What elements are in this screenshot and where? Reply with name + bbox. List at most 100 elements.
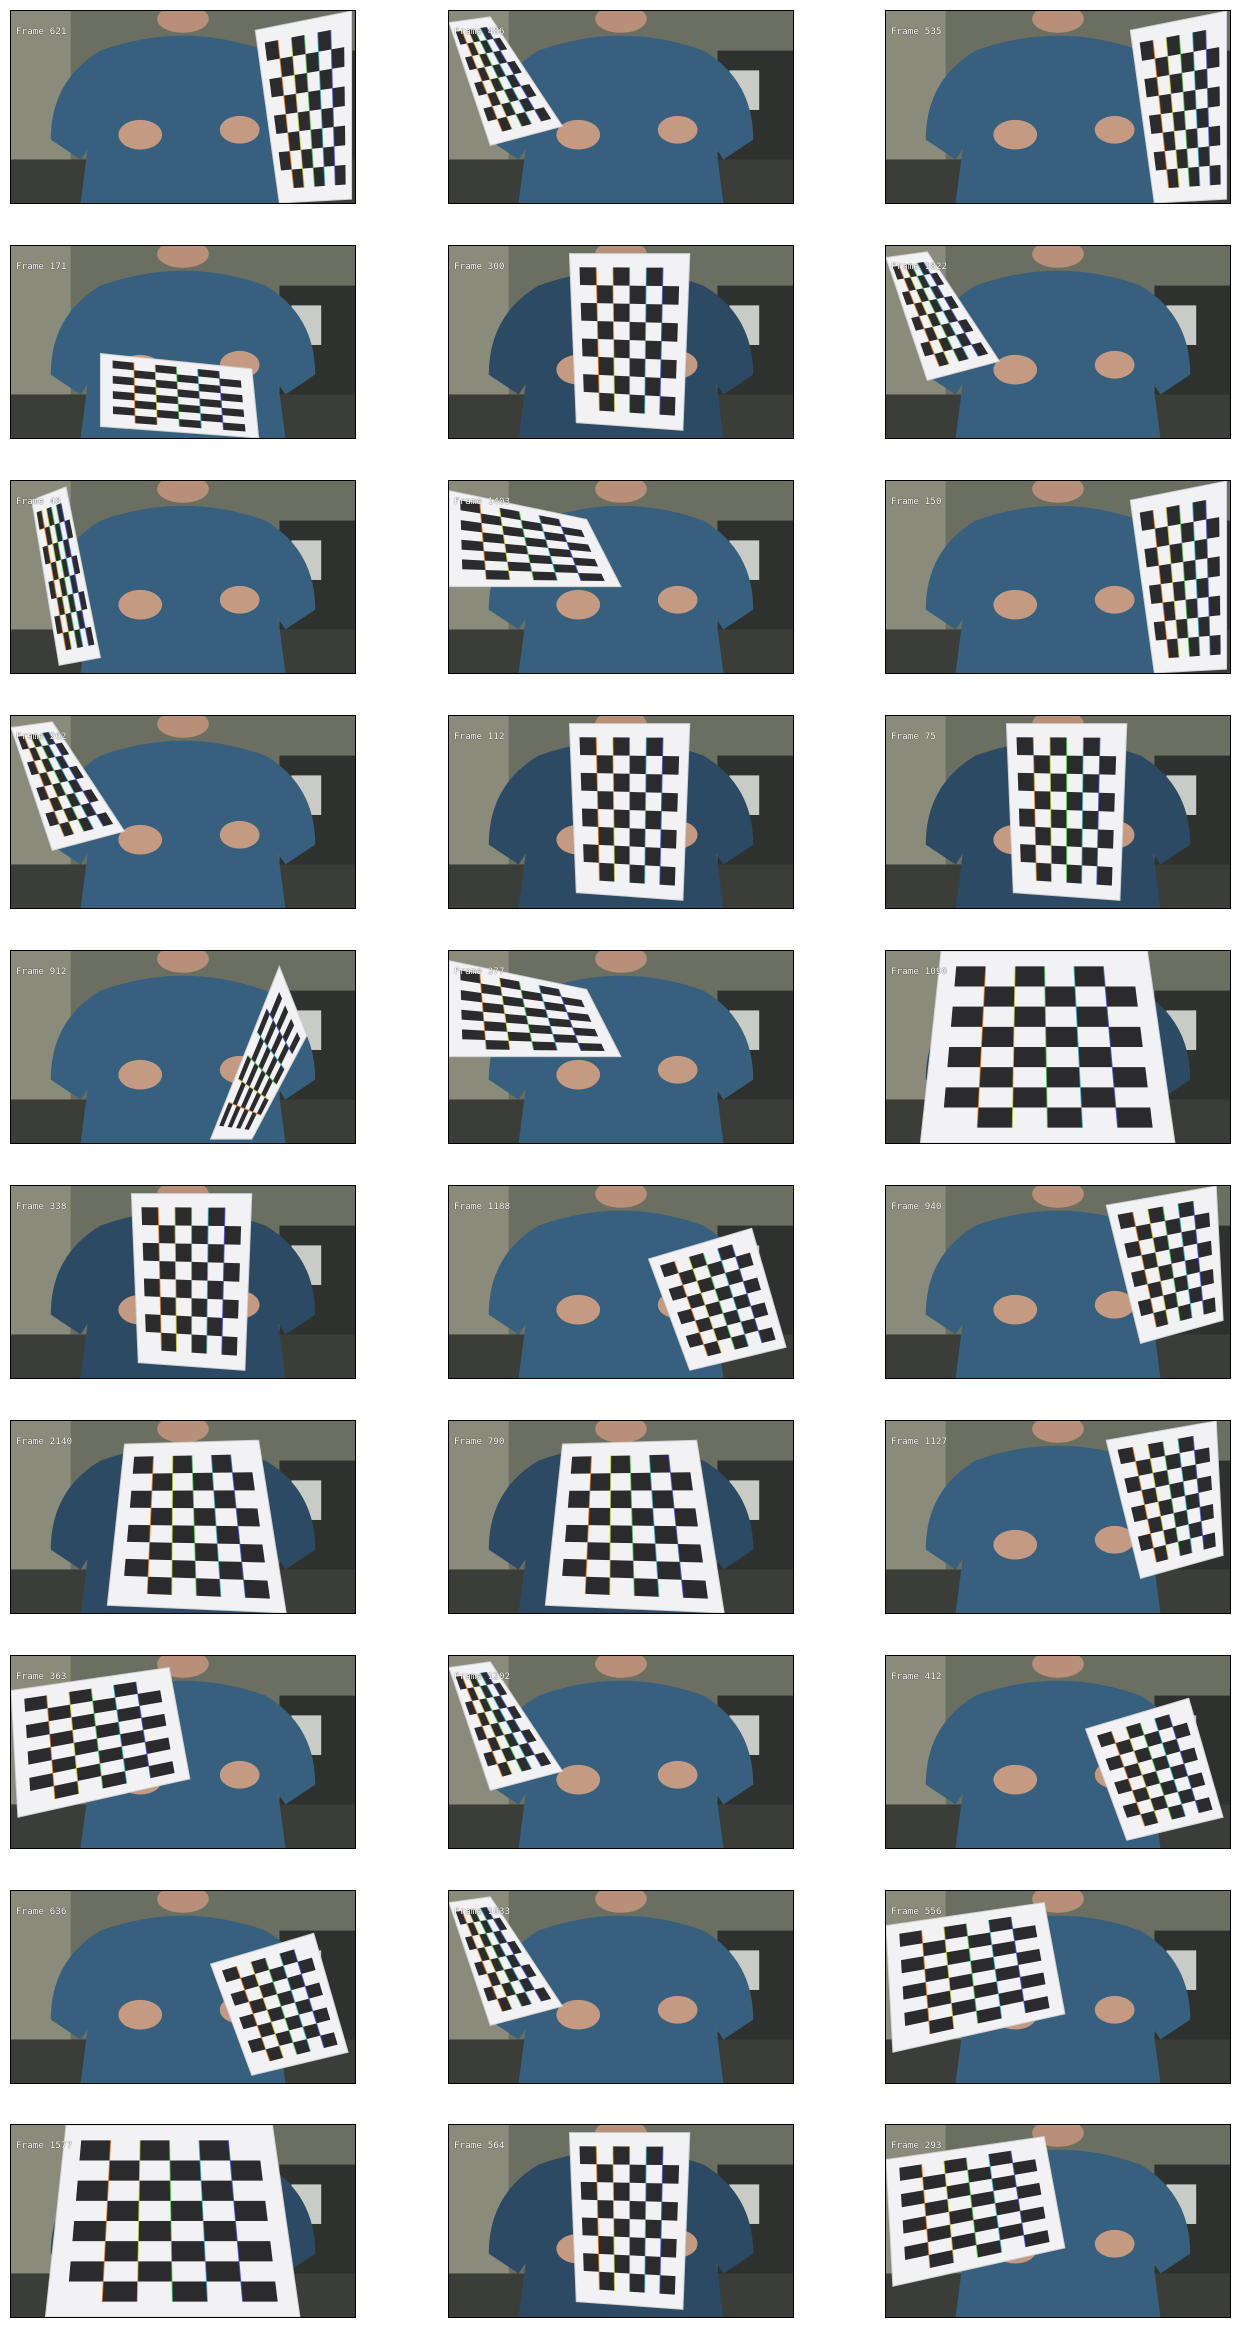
board-square [579,2146,597,2165]
board-square [1144,1730,1163,1748]
board-square [112,375,135,386]
board-square [92,1697,117,1714]
board-square [50,561,60,581]
board-square [1137,1298,1154,1317]
board-square [161,1332,177,1352]
board-square [612,267,630,286]
board-square [924,2199,949,2217]
board-square [480,1919,494,1934]
frame-tile: Frame 338 [10,1185,356,1379]
corner-line [644,267,647,414]
board-square [1197,1240,1212,1258]
board-square [239,1544,265,1563]
board-square [203,2221,238,2242]
person-right-arm [1120,2164,1191,2274]
corner-line [101,2140,112,2302]
board-square [1183,90,1197,111]
board-square [65,792,81,808]
board-square [1188,166,1200,187]
frame-tile: Frame 486 [448,10,794,204]
board-square [272,1064,285,1085]
board-square [705,1301,724,1317]
board-square [1033,755,1051,774]
person-hand-right [219,585,260,614]
frame-tile: Frame 564 [448,2124,794,2318]
board-square [614,2254,630,2274]
frame-label: Frame 293 [891,2141,942,2151]
frame-label: Frame 912 [16,967,67,977]
corner-line [198,2140,209,2302]
board-square [276,1005,289,1032]
board-square [232,1081,246,1106]
board-square [1066,791,1083,811]
board-square [583,844,600,863]
corner-line [609,1455,612,1595]
board-square [1020,1972,1046,1990]
board-square [1206,517,1220,539]
board-square [134,415,158,425]
board-square [926,2224,952,2243]
board-square [645,810,662,830]
frame-label: Frame 412 [891,1672,942,1682]
board-square [73,1738,99,1756]
board-square [1082,810,1099,830]
person-right-arm [683,755,754,865]
corner-line [486,1671,542,1767]
board-square [474,1726,488,1741]
corner-line [584,1456,592,1594]
board-square [612,2146,630,2165]
board-square [1198,616,1210,637]
corner-line [904,264,950,365]
board-square [1185,1492,1200,1511]
board-square [61,558,70,578]
board-square [979,1067,1014,1088]
board-square [951,2232,977,2251]
board-square [98,1746,124,1764]
board-square [735,1252,754,1270]
frame-label: Frame 1403 [454,497,511,507]
frame-tile: Frame 1202 [448,1655,794,1849]
frame-label: Frame 486 [454,27,505,37]
board-square [194,1543,219,1562]
board-square [1185,1257,1200,1276]
corner-line [479,1672,533,1770]
board-square [175,1279,192,1299]
board-square [1207,556,1220,578]
board-square [219,378,242,388]
corner-line [595,267,600,411]
frame-photo [886,1421,1230,1613]
board-square [1131,1504,1148,1523]
person-right-arm [683,520,754,630]
board-square [334,164,346,186]
board-square [142,1242,160,1262]
board-square [277,1990,296,2007]
person-hand-left [118,824,163,855]
board-square [75,2180,109,2201]
board-square [1045,1026,1079,1047]
board-square [518,1742,535,1757]
board-square [253,1070,266,1093]
corner-line [1081,737,1084,884]
corner-line [1192,502,1201,656]
board-square [534,107,552,122]
board-square [661,792,678,812]
person-neck [157,1891,209,1913]
board-square [629,2237,646,2257]
board-square [464,1936,478,1951]
board-square [725,1269,744,1286]
board-square [308,90,322,111]
board-square [294,72,309,94]
frame-photo [449,11,793,203]
board-square [191,1334,207,1354]
board-square [902,1982,927,2000]
board-square [461,1009,484,1022]
board-square [485,570,510,580]
calibration-board [11,721,126,851]
frame-photo [886,951,1230,1143]
person-neck [1032,1656,1084,1678]
corner-line [1032,737,1037,881]
board-square [520,990,544,1002]
board-square [630,1472,652,1491]
person-torso [518,1680,724,1848]
board-square [55,742,70,756]
